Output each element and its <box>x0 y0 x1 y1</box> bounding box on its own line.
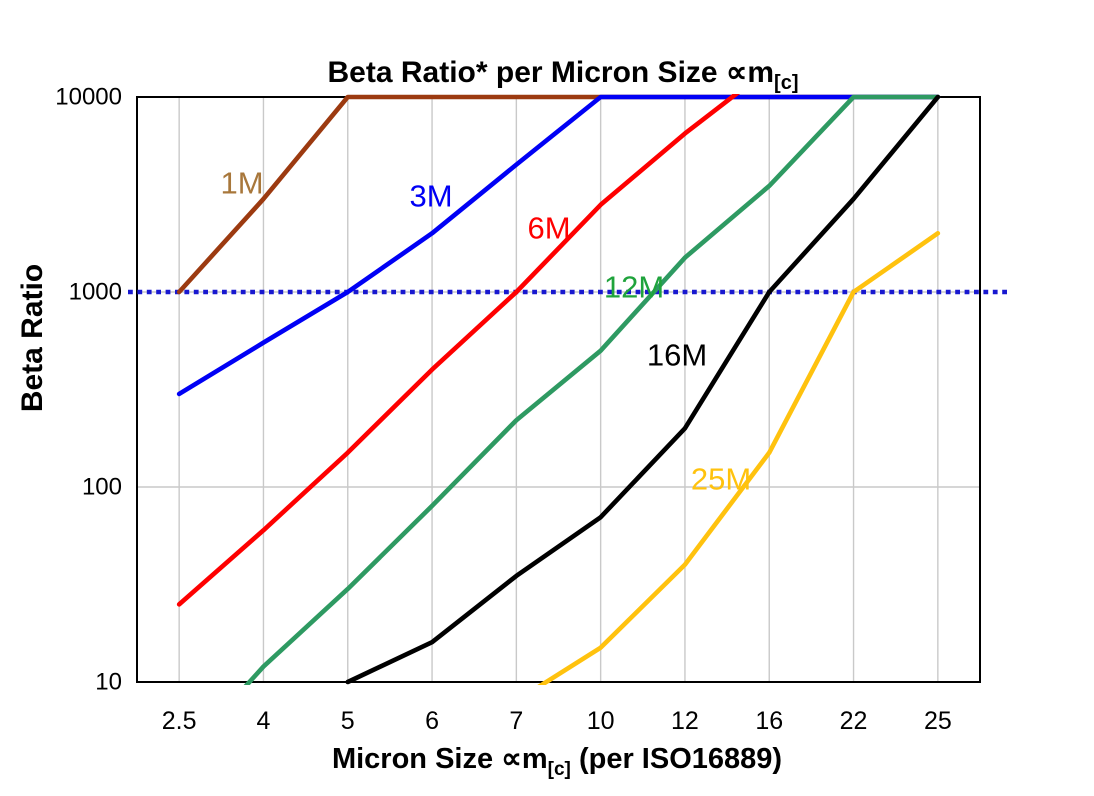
y-tick-label-1000: 1000 <box>69 279 122 306</box>
y-tick-label-10: 10 <box>95 669 122 696</box>
series-line-6M <box>176 94 740 607</box>
series-label-12M: 12M <box>604 270 664 305</box>
series-label-16M: 16M <box>647 338 707 373</box>
x-tick-label-4: 4 <box>256 707 270 735</box>
series-label-3M: 3M <box>409 179 452 214</box>
series-line-3M <box>176 94 941 397</box>
chart-title-main: Beta Ratio* per Micron Size ∝m <box>327 56 775 89</box>
x-tick-label-22: 22 <box>840 707 868 735</box>
x-axis-title-subscript: [c] <box>547 759 571 780</box>
y-tick-label-100: 100 <box>82 474 122 501</box>
series-line-25M <box>537 230 941 685</box>
x-tick-label-6: 6 <box>425 707 439 735</box>
x-tick-label-25: 25 <box>924 707 952 735</box>
series-label-6M: 6M <box>527 211 570 246</box>
series-line-12M <box>243 94 941 685</box>
x-axis-title-pre: Micron Size ∝m <box>331 743 548 775</box>
series-label-25M: 25M <box>691 462 751 497</box>
series-line-16M <box>345 94 941 685</box>
x-tick-label-5: 5 <box>341 707 355 735</box>
chart-title: Beta Ratio* per Micron Size ∝m[c] <box>32 55 1094 94</box>
x-tick-label-10: 10 <box>587 707 615 735</box>
x-tick-label-2.5: 2.5 <box>162 707 197 735</box>
chart-title-subscript: [c] <box>774 72 799 94</box>
y-axis-title: Beta Ratio <box>16 263 49 413</box>
x-tick-label-16: 16 <box>755 707 783 735</box>
x-tick-label-12: 12 <box>671 707 699 735</box>
x-tick-label-7: 7 <box>509 707 523 735</box>
y-tick-label-10000: 10000 <box>55 84 122 111</box>
x-axis-title: Micron Size ∝m[c] (per ISO16889) <box>20 741 1094 780</box>
x-axis-title-post: (per ISO16889) <box>570 743 783 775</box>
series-label-1M: 1M <box>220 166 263 201</box>
